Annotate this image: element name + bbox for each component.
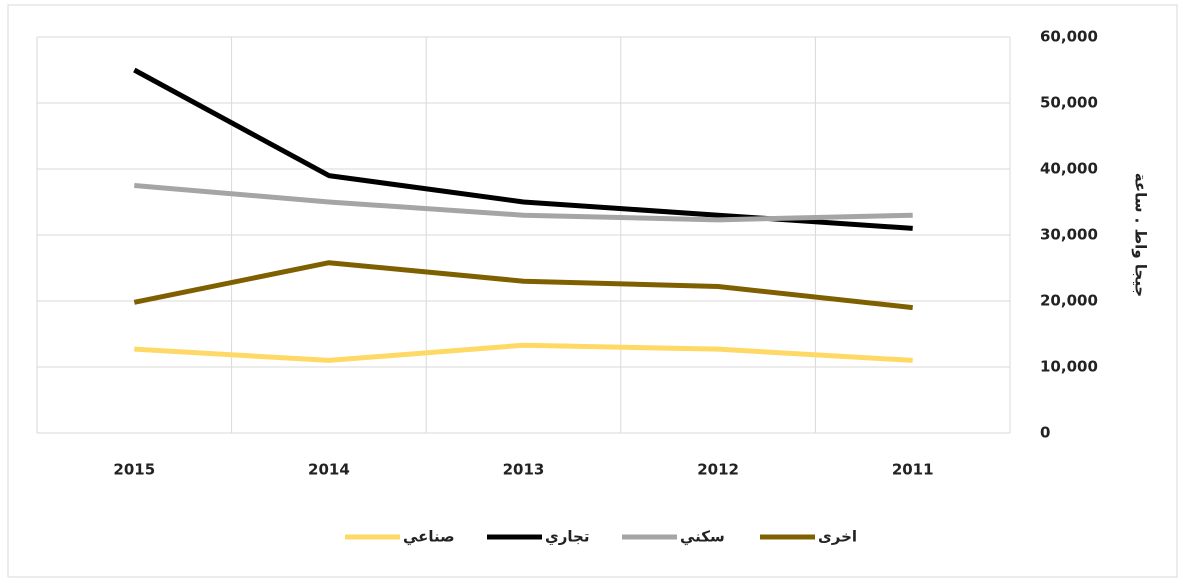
y-tick-label: 0 [1040,424,1050,442]
y-tick-label: 20,000 [1040,292,1098,310]
y-tick-label: 60,000 [1040,28,1098,46]
x-tick-label: 2015 [113,461,155,479]
legend-label: صناعي [403,528,455,546]
chart-frame [7,4,1178,578]
x-tick-label: 2014 [308,461,350,479]
y-tick-label: 40,000 [1040,160,1098,178]
y-tick-label: 30,000 [1040,226,1098,244]
data-line [133,260,913,311]
legend-label: سكني [680,528,725,546]
y-axis-label: جيجا واط . ساعة [1132,173,1150,298]
data-line [134,183,913,223]
x-tick-label: 2012 [697,461,739,479]
y-tick-label: 50,000 [1040,94,1098,112]
legend-label: اخرى [818,528,857,546]
legend-label: تجاري [545,528,589,547]
x-tick-label: 2013 [503,461,545,479]
y-tick-label: 10,000 [1040,358,1098,376]
data-line [134,342,913,363]
x-tick-label: 2011 [892,461,934,479]
